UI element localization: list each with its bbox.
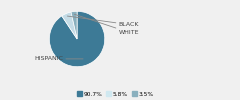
Legend: 90.7%, 5.8%, 3.5%: 90.7%, 5.8%, 3.5%: [74, 89, 156, 99]
Text: HISPANIC: HISPANIC: [34, 56, 83, 61]
Text: BLACK: BLACK: [67, 16, 139, 27]
Wedge shape: [62, 12, 77, 39]
Wedge shape: [71, 11, 77, 39]
Wedge shape: [49, 11, 105, 67]
Text: WHITE: WHITE: [74, 14, 139, 35]
